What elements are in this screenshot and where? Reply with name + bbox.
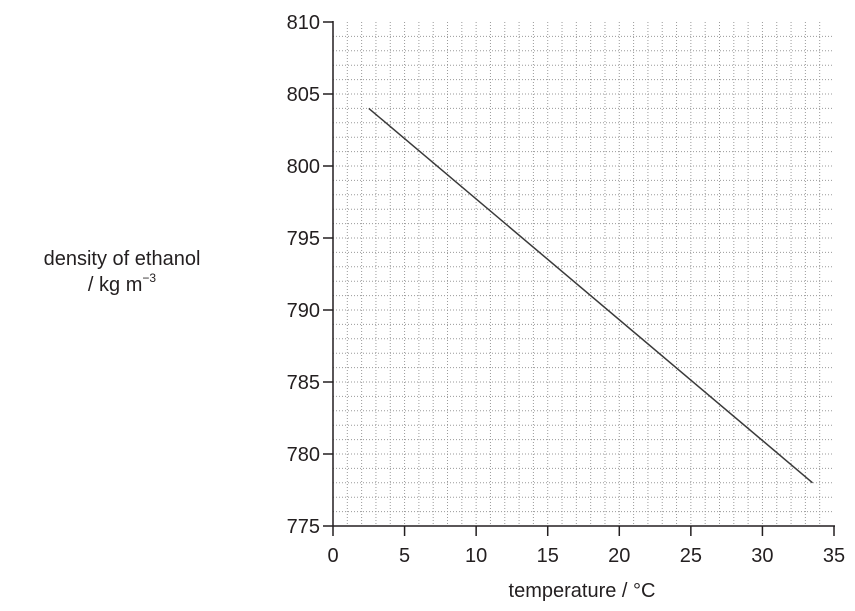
x-tick-label: 35 [823, 545, 845, 567]
y-axis-unit-exponent: −3 [142, 271, 157, 285]
x-tick-label: 5 [399, 545, 410, 567]
x-tick-label: 10 [465, 545, 487, 567]
x-tick-label: 20 [608, 545, 630, 567]
y-axis-title-line1: density of ethanol [43, 248, 201, 270]
y-tick-label: 785 [287, 372, 320, 394]
y-tick-label: 805 [287, 84, 320, 106]
tick-labels: 775 780 785 790 795 800 805 810 0 5 10 15 20 25 30 35 [287, 12, 846, 567]
y-tick-label: 780 [287, 444, 320, 466]
density-line [368, 107, 814, 484]
x-tick-label: 15 [537, 545, 559, 567]
y-axis-title-line2: / kg m−3 [6, 272, 238, 298]
x-tick-label: 0 [327, 545, 338, 567]
y-axis-unit: / kg m [87, 274, 143, 296]
axes [332, 21, 835, 527]
y-tick-label: 790 [287, 300, 320, 322]
x-tick-label: 25 [680, 545, 702, 567]
x-tick-label: 30 [751, 545, 773, 567]
ticks [323, 21, 835, 536]
series [368, 107, 814, 484]
grid [333, 22, 834, 526]
y-tick-label: 795 [287, 228, 320, 250]
y-tick-label: 800 [287, 156, 320, 178]
y-axis-title: density of ethanol / kg m−3 [6, 246, 238, 298]
y-tick-label: 775 [287, 516, 320, 538]
x-axis-title: temperature / °C [508, 580, 656, 602]
y-tick-label: 810 [287, 12, 320, 34]
